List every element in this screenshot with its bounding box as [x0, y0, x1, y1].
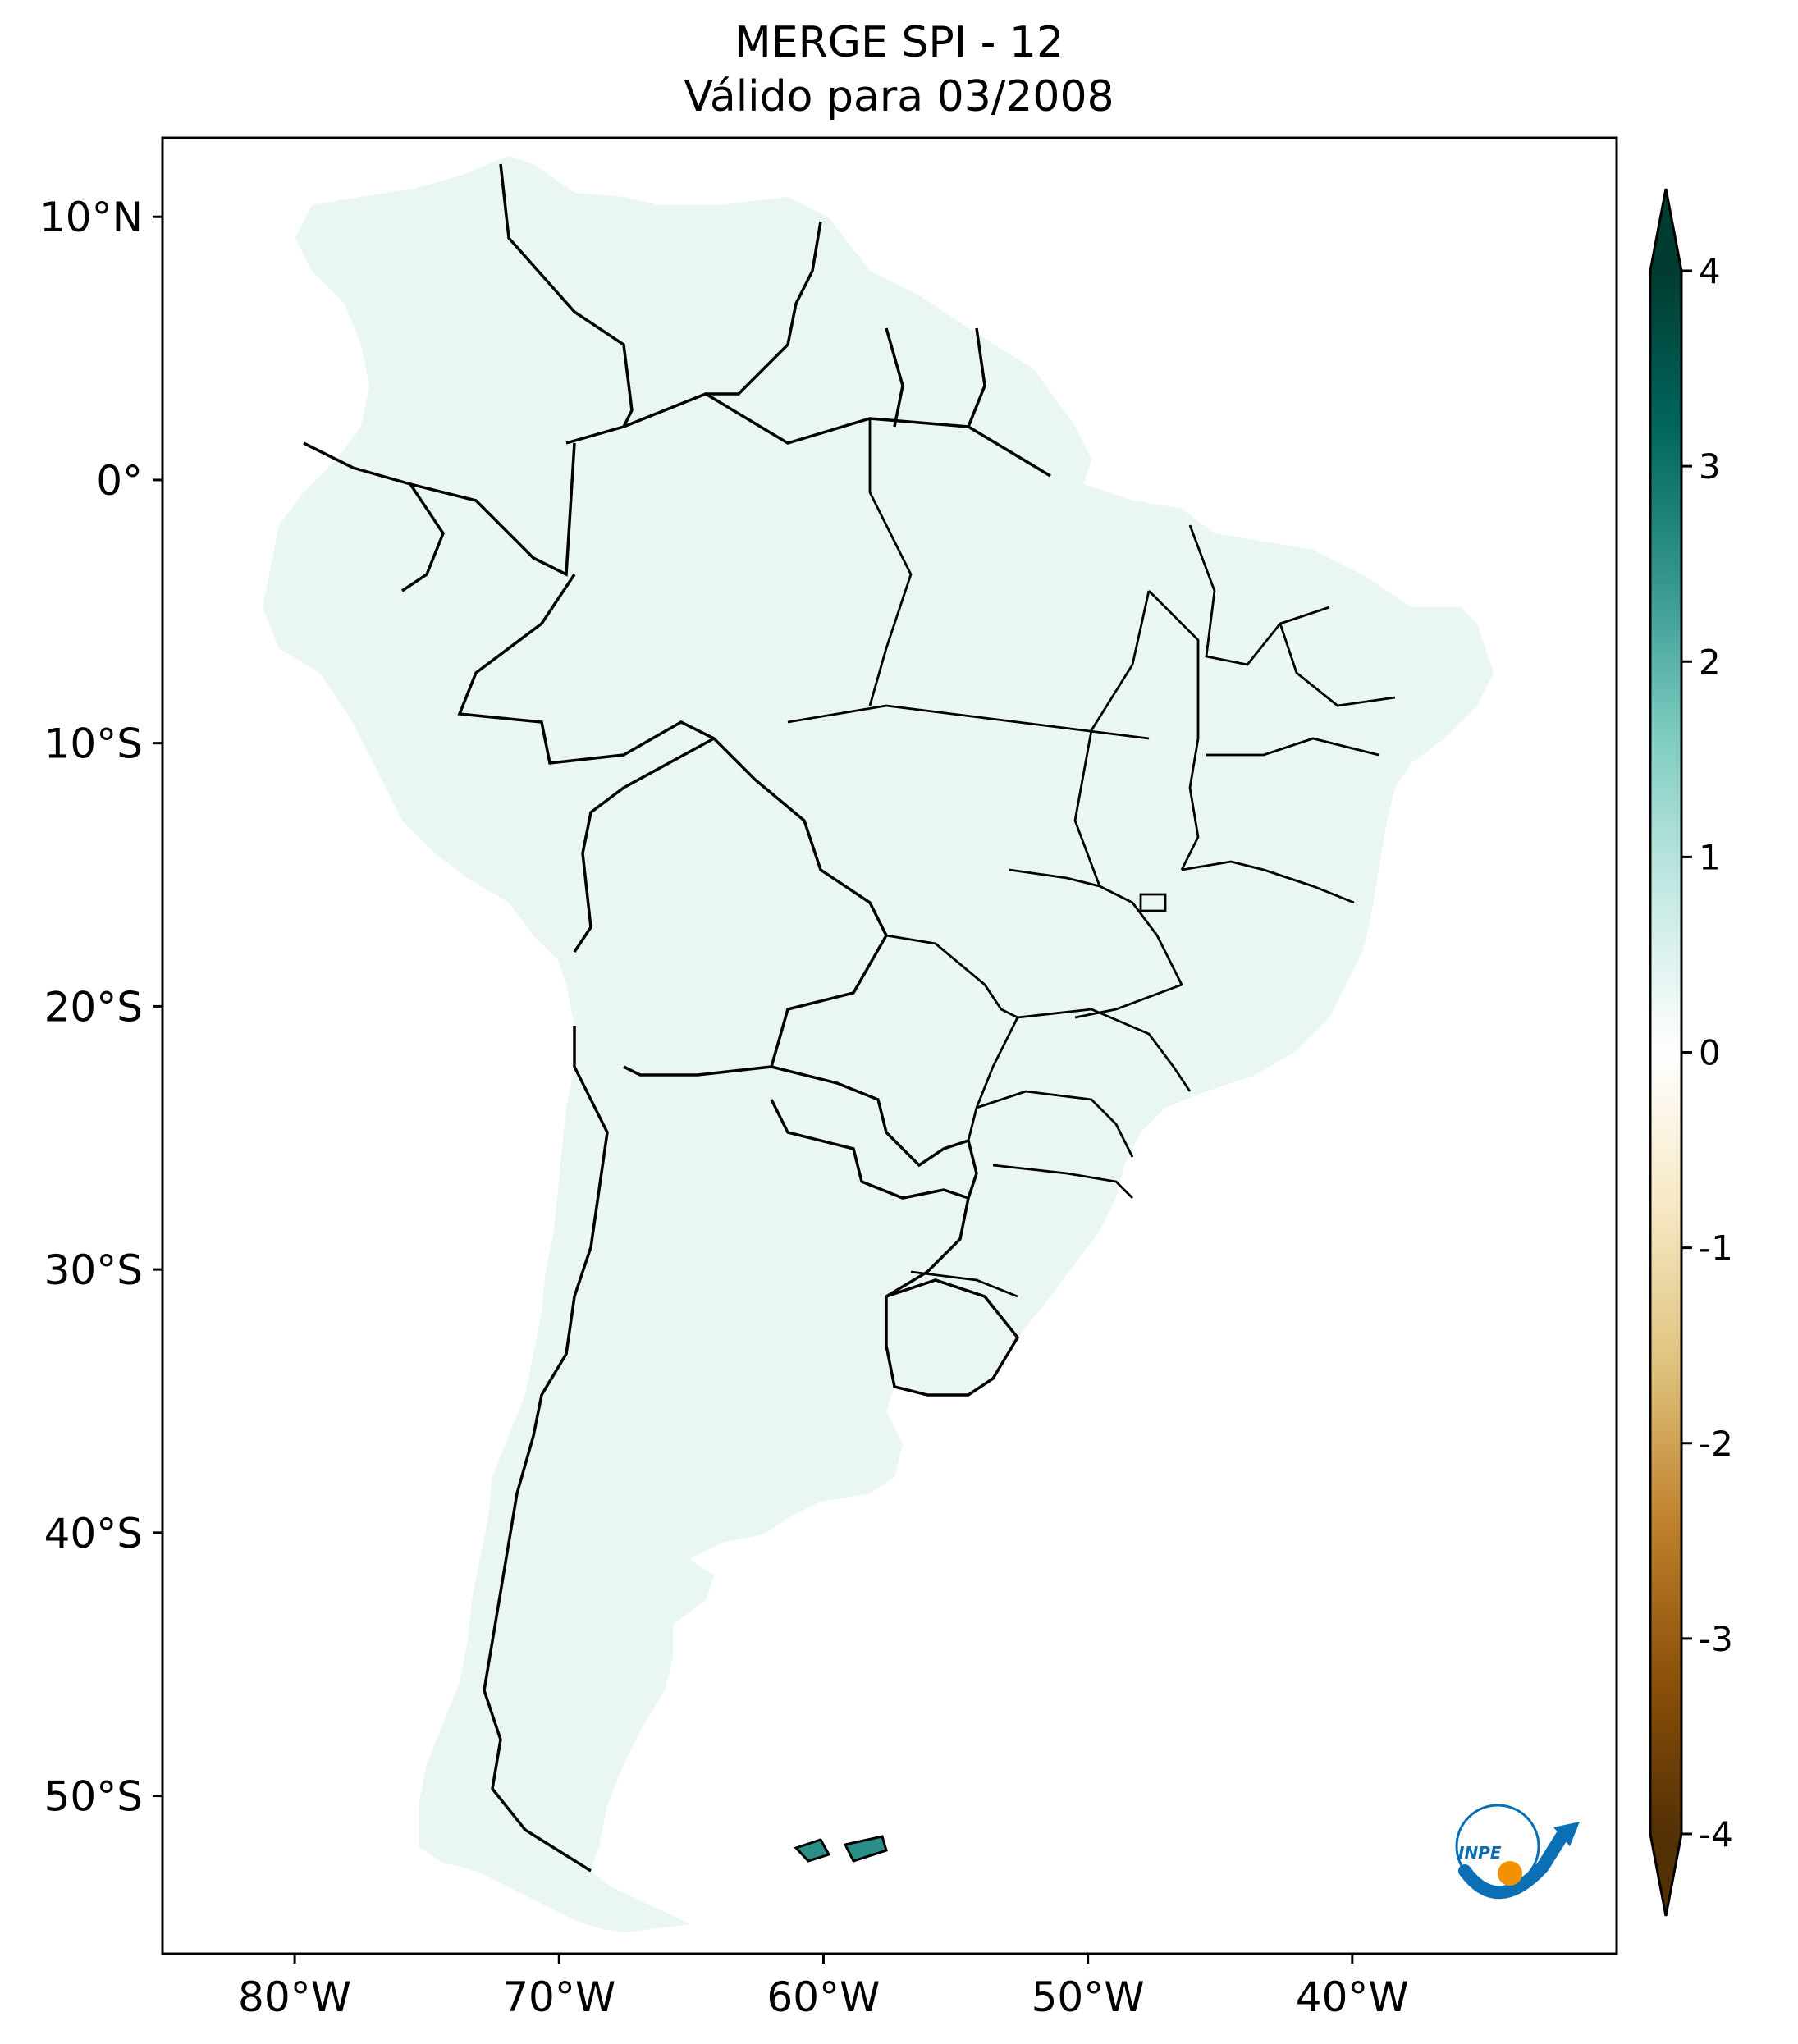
- logo-orange-dot: [1498, 1861, 1522, 1886]
- lat-tick-label: 30°S: [44, 1246, 143, 1294]
- border-uruguay: [885, 1278, 1020, 1397]
- colorbar-tick-label: 0: [1699, 1033, 1721, 1073]
- lat-tick-label: 10°N: [39, 194, 143, 241]
- colorbar-tick-label: 2: [1699, 642, 1721, 682]
- border-chile-argentina: [483, 1026, 609, 1873]
- lon-tick-label: 80°W: [238, 1973, 351, 2021]
- falkland-islands: [794, 1835, 888, 1863]
- colorbar: 4 3 2 1 0 -1 -2 -3 -4: [1649, 188, 1733, 1917]
- border-venezuela-guyana: [706, 221, 822, 396]
- colorbar-ticks: 4 3 2 1 0 -1 -2 -3 -4: [1681, 251, 1733, 1854]
- colorbar-tick-label: -3: [1699, 1619, 1733, 1659]
- map-title: MERGE SPI - 12: [734, 18, 1064, 67]
- state-borders: [787, 418, 1396, 1298]
- lat-tick-label: 20°S: [44, 983, 143, 1031]
- country-borders: [261, 154, 1495, 1934]
- colorbar-extend-max: [1650, 189, 1681, 271]
- border-colombia-peru: [409, 442, 576, 577]
- border-peru-brazil: [457, 574, 715, 765]
- lon-tick-label: 50°W: [1032, 1973, 1145, 2021]
- colorbar-tick-label: -2: [1699, 1424, 1733, 1464]
- colorbar-tick-label: -1: [1699, 1228, 1733, 1269]
- colorbar-tick-label: 3: [1699, 446, 1721, 487]
- lat-tick-label: 40°S: [44, 1510, 143, 1557]
- lon-tick-label: 40°W: [1296, 1973, 1409, 2021]
- border-bolivia: [573, 736, 888, 1077]
- lat-tick-label: 50°S: [44, 1773, 143, 1821]
- colorbar-tick-label: 1: [1699, 837, 1721, 877]
- lat-tick-label: 0°: [96, 457, 143, 505]
- border-brazil-north: [565, 392, 1051, 478]
- logo-swoosh: [1458, 1827, 1570, 1900]
- border-suriname-fguiana: [967, 327, 986, 428]
- colorbar-body: [1650, 271, 1681, 1834]
- map-subtitle: Válido para 03/2008: [684, 72, 1114, 121]
- lat-tick-label: 10°S: [44, 720, 143, 768]
- lon-tick-label: 70°W: [502, 1973, 615, 2021]
- border-ecuador-peru: [303, 441, 445, 592]
- colorbar-extend-min: [1650, 1834, 1681, 1916]
- inpe-logo: INPE: [1440, 1793, 1580, 1908]
- colorbar-tick-label: 4: [1699, 251, 1721, 291]
- colorbar-tick-label: -4: [1699, 1814, 1733, 1854]
- border-guyana-suriname: [885, 327, 904, 428]
- border-paraguay: [770, 1065, 978, 1200]
- map-frame: [161, 136, 1618, 1955]
- logo-text: INPE: [1458, 1843, 1502, 1863]
- longitude-ticks: 80°W 70°W 60°W 50°W 40°W: [238, 1954, 1409, 2021]
- border-brazil-argentina: [885, 1197, 970, 1298]
- lon-tick-label: 60°W: [766, 1973, 880, 2021]
- logo-arrow: [1553, 1822, 1580, 1846]
- border-colombia-venezuela: [499, 163, 634, 428]
- latitude-ticks: 10°N 0° 10°S 20°S 30°S 40°S 50°S: [39, 194, 162, 1821]
